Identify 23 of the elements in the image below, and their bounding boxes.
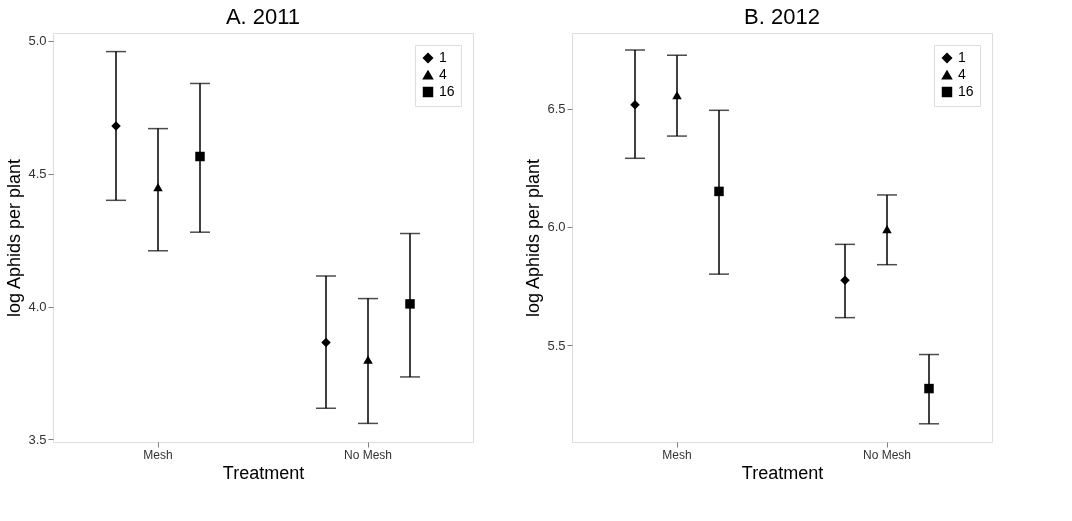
x-tick-label: Mesh: [662, 447, 692, 462]
x-tick-label: No Mesh: [343, 447, 393, 462]
legend-label: 1: [439, 49, 447, 65]
x-axis-title: Treatment: [222, 462, 305, 483]
y-tick-label: 3.5: [28, 431, 47, 447]
y-tick-label: 5.5: [547, 337, 566, 353]
legend-label: 16: [439, 83, 455, 99]
x-axis-title: Treatment: [741, 462, 824, 483]
legend-label: 1: [958, 49, 966, 65]
y-tick-label: 6.5: [547, 101, 566, 117]
y-tick-label: 4.0: [28, 299, 47, 315]
legend-label: 4: [958, 66, 966, 82]
x-tick-label: Mesh: [143, 447, 173, 462]
legend-label: 4: [439, 66, 447, 82]
legend-label: 16: [958, 83, 974, 99]
x-tick-label: No Mesh: [862, 447, 912, 462]
y-axis-title: log Aphids per plant: [523, 158, 544, 318]
chart-title: B. 2012: [744, 4, 820, 29]
y-tick-label: 6.0: [547, 219, 566, 235]
chart-title: A. 2011: [225, 4, 301, 29]
y-tick-label: 4.5: [28, 166, 47, 182]
y-axis-title: log Aphids per plant: [4, 158, 25, 318]
y-tick-label: 5.0: [28, 33, 47, 49]
